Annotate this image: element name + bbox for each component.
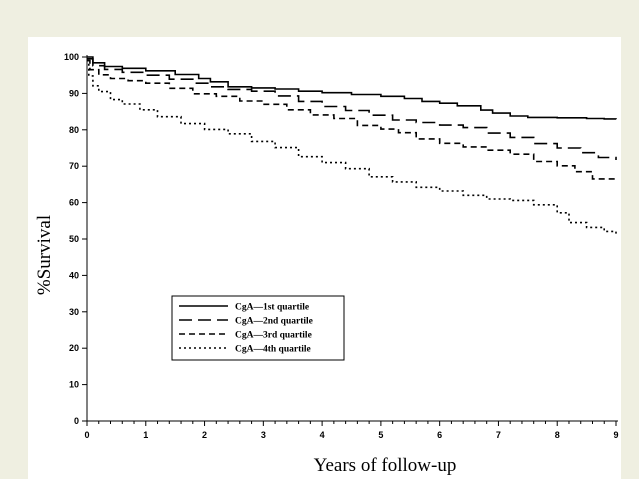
y-tick-label: 0 <box>74 416 79 426</box>
y-tick-label: 50 <box>69 234 79 244</box>
x-tick-label: 9 <box>613 430 618 440</box>
x-tick-label: 4 <box>320 430 325 440</box>
y-tick-label: 100 <box>64 52 79 62</box>
y-axis-title: %Survival <box>34 215 55 295</box>
x-axis-title: Years of follow-up <box>314 455 457 476</box>
chart-panel: 0 1 2 3 4 5 6 7 8 9 0 10 20 30 40 50 60 70 80 90 100 Years o… <box>28 37 621 479</box>
x-tick-label: 7 <box>496 430 501 440</box>
x-tick-label: 2 <box>202 430 207 440</box>
legend-label-q3: CgA—3rd quartile <box>235 331 312 341</box>
y-tick-label: 80 <box>69 125 79 135</box>
series-line-q4 <box>87 59 617 236</box>
x-tick-label: 5 <box>378 430 383 440</box>
series-line-q1 <box>87 56 617 120</box>
y-tick-label: 10 <box>69 380 79 390</box>
y-tick-label: 40 <box>69 270 79 280</box>
legend-label-q1: CgA—1st quartile <box>235 303 309 313</box>
y-tick-label: 30 <box>69 307 79 317</box>
legend: CgA—1st quartile CgA—2nd quartile CgA—3rd … <box>171 295 345 361</box>
x-tick-label: 8 <box>555 430 560 440</box>
y-tick-label: 70 <box>69 161 79 171</box>
x-tick-label: 6 <box>437 430 442 440</box>
x-tick-label: 0 <box>84 430 89 440</box>
x-tick-label: 3 <box>261 430 266 440</box>
series-line-q3 <box>87 59 617 181</box>
y-tick-label: 60 <box>69 198 79 208</box>
x-tick-label: 1 <box>143 430 148 440</box>
chart-axes <box>86 55 618 422</box>
legend-label-q4: CgA—4th quartile <box>235 345 311 355</box>
legend-label-q2: CgA—2nd quartile <box>235 317 313 327</box>
series-layer <box>87 56 617 236</box>
y-tick-label: 90 <box>69 88 79 98</box>
y-tick-label: 20 <box>69 343 79 353</box>
series-line-q2 <box>87 58 617 160</box>
